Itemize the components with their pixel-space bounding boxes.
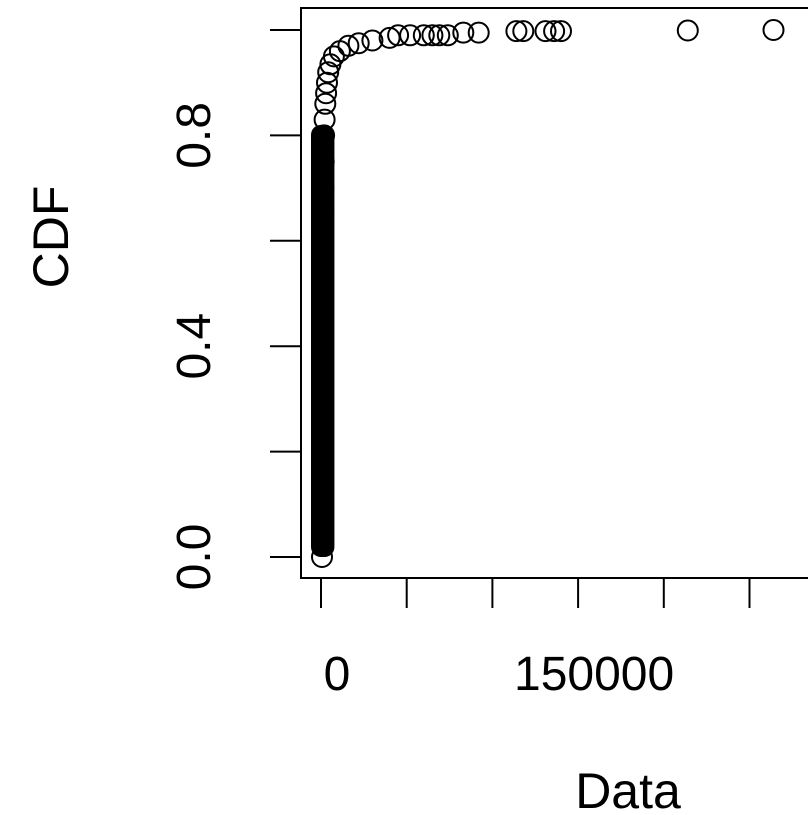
data-point [436, 24, 459, 47]
data-point [505, 20, 528, 43]
data-point [452, 21, 475, 44]
data-point [311, 256, 334, 279]
data-point [387, 24, 410, 47]
data-point [762, 19, 785, 41]
data-points [311, 19, 785, 568]
plot-area-frame [300, 7, 808, 579]
y-axis-label: CDF [23, 186, 79, 289]
data-point [361, 29, 384, 52]
data-point [467, 21, 490, 44]
data-point [312, 203, 335, 226]
data-point [428, 24, 451, 47]
data-point [312, 150, 335, 173]
data-point [311, 440, 334, 463]
data-point [399, 24, 422, 47]
data-point [311, 361, 334, 384]
data-point [311, 493, 333, 516]
data-point [315, 82, 338, 105]
data-point [311, 229, 334, 252]
data-point [317, 61, 340, 84]
data-point [676, 19, 699, 42]
data-point [543, 20, 566, 43]
data-point [311, 519, 333, 542]
x-tick-label: 0 [324, 648, 351, 701]
y-tick-label: 0.4 [168, 313, 221, 380]
data-point [534, 20, 557, 43]
data-point [550, 20, 572, 43]
data-point [311, 414, 334, 437]
data-point [312, 177, 335, 200]
data-point [311, 282, 334, 305]
data-point [421, 24, 444, 47]
y-tick-label: 0.8 [168, 102, 221, 169]
data-point [337, 34, 360, 57]
x-axis-label: Data [575, 763, 681, 815]
x-tick-label: 150000 [514, 648, 674, 701]
y-tick-label: 0.0 [168, 524, 221, 591]
data-point [311, 466, 333, 489]
x-axis: 0 150000 [320, 578, 751, 701]
data-point [313, 108, 336, 131]
data-point [347, 32, 370, 55]
data-point [311, 335, 334, 358]
data-point [314, 92, 337, 115]
data-point [311, 546, 333, 568]
data-point [311, 387, 334, 410]
data-point [412, 24, 435, 47]
y-axis: 0.0 0.4 0.8 [168, 29, 301, 591]
data-point [311, 308, 334, 331]
data-point [322, 45, 345, 68]
data-point [512, 20, 535, 43]
data-point [313, 124, 336, 147]
